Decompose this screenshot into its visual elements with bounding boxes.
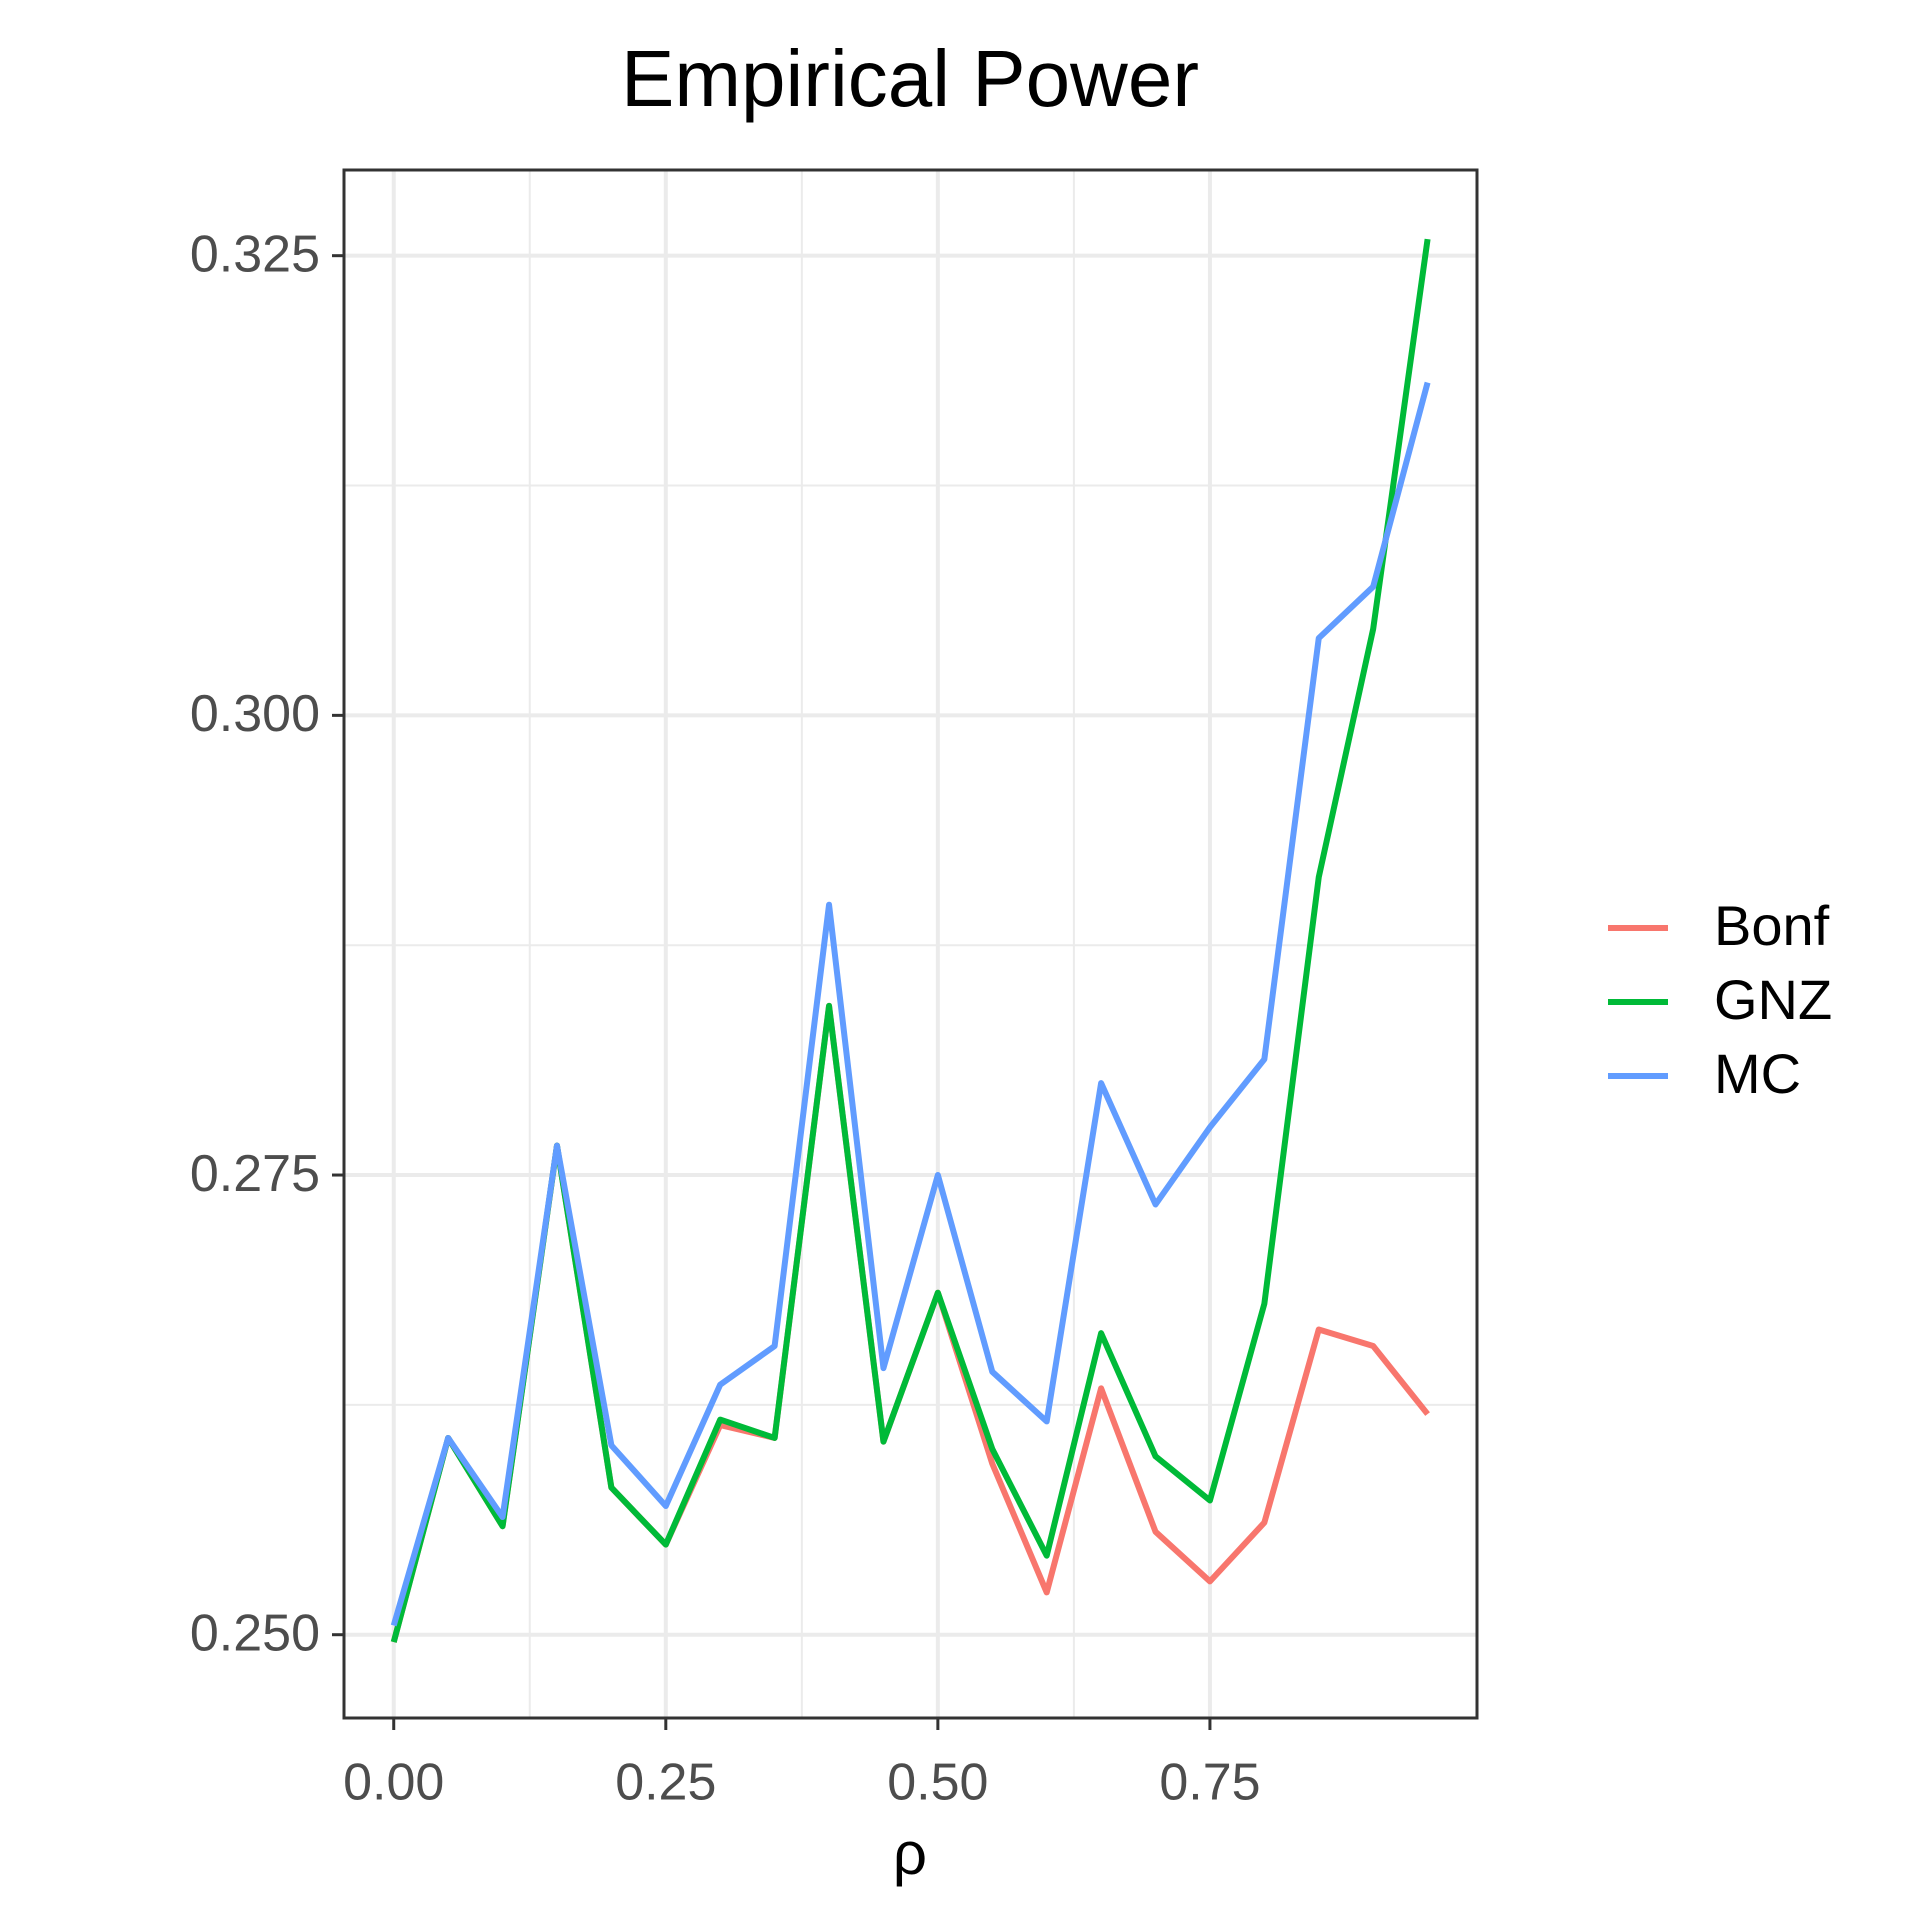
- y-tick-label: 0.275: [190, 1145, 320, 1203]
- legend-label: Bonf: [1714, 894, 1830, 957]
- x-tick-label: 0.00: [343, 1754, 444, 1812]
- line: [390, 381, 1431, 1627]
- legend-label: GNZ: [1714, 968, 1832, 1031]
- x-axis-label: ρ: [893, 1820, 927, 1887]
- legend-label: MC: [1714, 1042, 1801, 1105]
- y-tick-label: 0.250: [190, 1604, 320, 1662]
- panel-border: [342, 168, 1479, 1720]
- x-tick-label: 0.50: [887, 1754, 988, 1812]
- x-tick-label: 0.25: [615, 1754, 716, 1812]
- x-tick-label: 0.75: [1159, 1754, 1260, 1812]
- y-tick-label: 0.300: [190, 685, 320, 743]
- chart-title: Empirical Power: [621, 34, 1199, 123]
- y-tick-label: 0.325: [190, 225, 320, 283]
